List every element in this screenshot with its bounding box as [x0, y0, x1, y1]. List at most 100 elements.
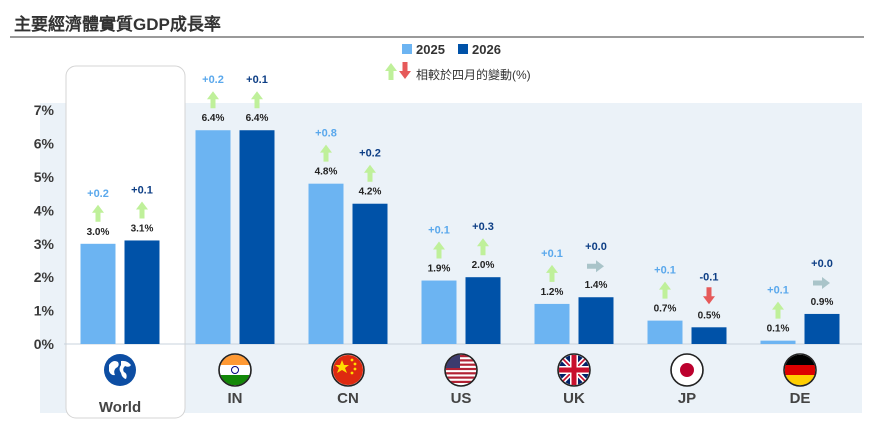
- change-arrow-CN-2026-icon-shape: [364, 164, 376, 182]
- china-small-star: [350, 371, 354, 375]
- change-arrow-IN-2026-icon-shape: [251, 91, 263, 109]
- y-tick-label: 6%: [34, 136, 55, 152]
- y-tick-label: 7%: [34, 102, 55, 118]
- bar-UK-2025: [534, 303, 570, 344]
- value-label-UK-2025: 1.2%: [541, 287, 564, 298]
- change-label-CN-2026: +0.2: [359, 148, 381, 160]
- bar-CN-2025: [308, 183, 344, 344]
- flag-clip-group: [219, 354, 251, 386]
- change-arrow-DE-2025-icon: [772, 301, 784, 319]
- value-label-IN-2026: 6.4%: [246, 113, 269, 124]
- value-label-DE-2026: 0.9%: [811, 297, 834, 308]
- change-label-IN-2025: +0.2: [202, 74, 224, 86]
- japan-flag-icon: [670, 353, 704, 387]
- bar-World-2025: [80, 243, 116, 344]
- change-arrow-DE-2026-icon-shape: [813, 276, 830, 289]
- uk-red-v: [571, 355, 577, 385]
- china-small-star: [353, 362, 357, 366]
- flag-ring: [783, 353, 817, 387]
- change-label-DE-2026: +0.0: [811, 258, 833, 270]
- change-arrow-World-2026-icon: [136, 201, 148, 219]
- change-arrow-JP-2025-icon-shape: [659, 281, 671, 299]
- india-saffron-band: [220, 355, 250, 365]
- legend-down-arrow-icon: [399, 62, 411, 79]
- change-arrow-JP-2026-icon: [703, 287, 715, 305]
- change-arrow-World-2026-icon-shape: [136, 201, 148, 219]
- value-label-World-2025: 3.0%: [87, 227, 110, 238]
- us-stripe: [446, 363, 476, 366]
- us-stripe: [446, 359, 476, 362]
- legend-up-arrow-icon-shape: [385, 63, 397, 80]
- y-tick-label: 5%: [34, 169, 55, 185]
- value-label-CN-2026: 4.2%: [359, 187, 382, 198]
- change-label-CN-2025: +0.8: [315, 128, 337, 140]
- value-label-DE-2025: 0.1%: [767, 324, 790, 335]
- change-arrow-UK-2026-icon-shape: [587, 260, 604, 273]
- change-arrow-US-2026-icon-shape: [477, 238, 489, 256]
- china-small-star: [353, 367, 357, 371]
- legend-label-2025: 2025: [416, 42, 445, 57]
- change-arrow-CN-2026-icon: [364, 164, 376, 182]
- flag-clip-group: [784, 354, 816, 386]
- germany-black-band: [785, 355, 815, 365]
- bar-JP-2025: [647, 320, 683, 344]
- bar-UK-2026: [578, 297, 614, 344]
- change-arrow-World-2025-icon-shape: [92, 204, 104, 222]
- bar-CN-2026: [352, 203, 388, 344]
- value-label-US-2026: 2.0%: [472, 260, 495, 271]
- y-tick-label: 4%: [34, 202, 55, 218]
- value-label-CN-2025: 4.8%: [315, 167, 338, 178]
- change-label-US-2026: +0.3: [472, 221, 494, 233]
- flag-ring: [557, 353, 591, 387]
- globe-continents: [109, 360, 131, 379]
- bar-DE-2025: [760, 340, 796, 344]
- india-wheel: [231, 366, 239, 374]
- change-arrow-US-2025-icon-shape: [433, 241, 445, 259]
- germany-red-band: [785, 365, 815, 375]
- india-flag-icon: [218, 353, 252, 387]
- us-stripe: [446, 380, 476, 383]
- flag-clip-group: [332, 354, 364, 386]
- us-stripe: [446, 376, 476, 379]
- change-label-UK-2026: +0.0: [585, 241, 607, 253]
- us-flag-icon: [444, 353, 478, 387]
- value-label-World-2026: 3.1%: [131, 223, 154, 234]
- globe-icon: [104, 354, 136, 386]
- flag-ring: [218, 353, 252, 387]
- flag-ring: [444, 353, 478, 387]
- y-tick-label: 0%: [34, 336, 55, 352]
- change-arrow-IN-2025-icon: [207, 91, 219, 109]
- category-label-World: World: [99, 399, 141, 416]
- bar-IN-2026: [239, 130, 275, 344]
- japan-red-disc: [680, 363, 694, 377]
- flag-ring: [331, 353, 365, 387]
- y-tick-label: 1%: [34, 303, 55, 319]
- us-stripe: [446, 367, 476, 371]
- bar-US-2025: [421, 280, 457, 344]
- change-arrow-World-2025-icon: [92, 204, 104, 222]
- category-label-UK: UK: [563, 390, 585, 407]
- bar-DE-2026: [804, 313, 840, 344]
- china-flag-icon: [331, 353, 365, 387]
- category-label-IN: IN: [228, 390, 243, 407]
- china-big-star: [335, 360, 349, 373]
- category-label-DE: DE: [790, 390, 811, 407]
- flag-clip-group: [671, 354, 703, 386]
- flag-clip-group: [558, 354, 590, 386]
- india-green-band: [220, 375, 250, 385]
- category-label-CN: CN: [337, 390, 359, 407]
- change-arrow-DE-2025-icon-shape: [772, 301, 784, 319]
- value-label-IN-2025: 6.4%: [202, 113, 225, 124]
- change-label-World-2025: +0.2: [87, 188, 109, 200]
- y-tick-label: 3%: [34, 236, 55, 252]
- change-arrow-US-2025-icon: [433, 241, 445, 259]
- bar-World-2026: [124, 240, 160, 344]
- change-arrow-CN-2025-icon: [320, 144, 332, 162]
- change-arrow-JP-2025-icon: [659, 281, 671, 299]
- change-arrow-UK-2026-icon: [587, 260, 604, 273]
- value-label-JP-2025: 0.7%: [654, 304, 677, 315]
- change-label-JP-2026: -0.1: [700, 271, 719, 283]
- legend-swatch-2026: [458, 44, 468, 54]
- legend-swatch-2025: [402, 44, 412, 54]
